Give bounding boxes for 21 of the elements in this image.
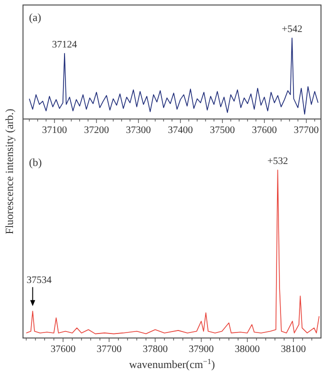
x-tick-label: 38000 xyxy=(234,344,260,355)
x-tick-label: 37200 xyxy=(84,125,109,136)
x-tick-label: 37100 xyxy=(42,125,67,136)
text: (b) xyxy=(29,157,42,169)
annotation: 37124 xyxy=(52,39,78,50)
x-tick-label: 37800 xyxy=(142,344,168,355)
y-axis-title: Fluorescence intensity (arb.) xyxy=(4,108,16,234)
annotation: 37534 xyxy=(26,275,52,286)
x-tick-label: 38100 xyxy=(280,344,306,355)
x-tick-label: 37400 xyxy=(168,125,193,136)
x-tick-label: 37600 xyxy=(252,125,277,136)
x-tick-label: 37600 xyxy=(50,344,76,355)
x-tick-label: 37700 xyxy=(294,125,319,136)
annotation: +532 xyxy=(267,156,288,167)
x-tick-label: 37500 xyxy=(210,125,235,136)
text: (a) xyxy=(29,12,42,24)
x-tick-label: 37300 xyxy=(126,125,151,136)
annotation: +542 xyxy=(282,24,302,35)
x-tick-label: 37700 xyxy=(96,344,122,355)
x-tick-label: 37900 xyxy=(188,344,214,355)
x-axis-title: wavenumber(cm$^{−1}$) xyxy=(129,356,216,371)
